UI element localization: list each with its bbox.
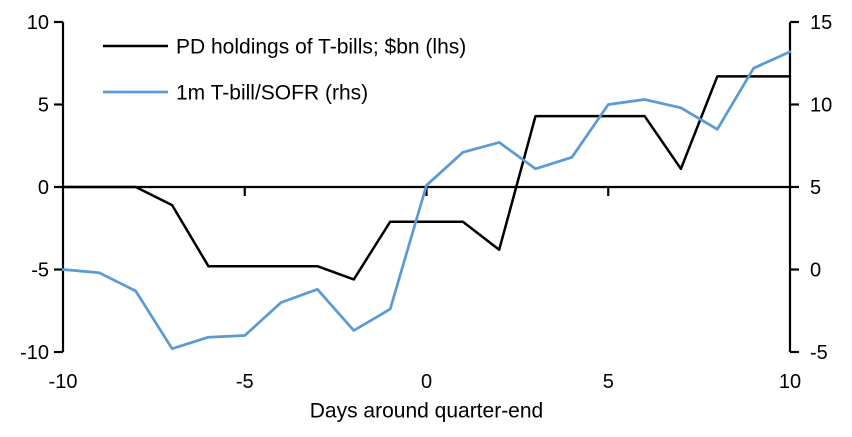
x-axis-title: Days around quarter-end [310,399,543,422]
legend-label-1: 1m T-bill/SOFR (rhs) [176,81,368,104]
right-axis-tick-label: 10 [810,95,832,117]
x-axis-tick-label: 10 [779,371,801,393]
x-axis-tick-label: 5 [603,371,614,393]
left-axis-tick-label: 5 [38,95,49,117]
left-axis-tick-label: 0 [38,177,49,199]
legend-label-0: PD holdings of T-bills; $bn (lhs) [176,35,466,58]
right-axis-tick-label: -5 [810,342,828,364]
x-axis-tick-label: -5 [236,371,254,393]
left-axis-tick-label: -5 [31,260,49,282]
right-axis-tick-label: 5 [810,177,821,199]
right-axis-tick-label: 0 [810,260,821,282]
right-axis-tick-label: 15 [810,12,832,34]
x-axis-tick-label: 0 [421,371,432,393]
left-axis-tick-label: -10 [20,342,49,364]
x-axis-tick-label: -10 [49,371,78,393]
series-line-0 [61,75,792,281]
series-line-1 [61,50,792,351]
left-axis-tick-label: 10 [27,12,49,34]
